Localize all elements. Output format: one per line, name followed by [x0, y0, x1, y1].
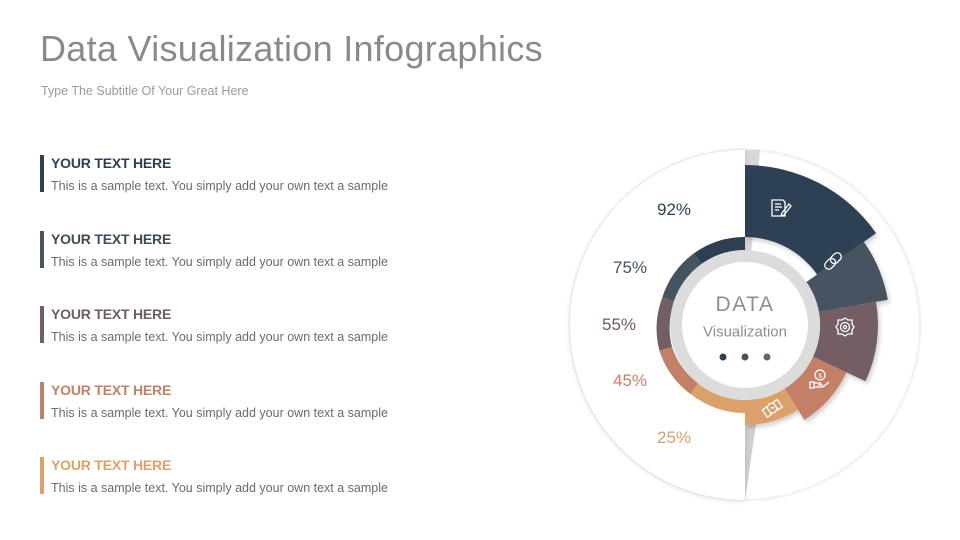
- accent-bar: [40, 306, 44, 343]
- right-segments: [745, 164, 888, 425]
- segment-4: [784, 356, 847, 420]
- top-shadow-wedge: [745, 150, 760, 325]
- ring-segment-5: [690, 383, 745, 413]
- item-heading: YOUR TEXT HERE: [51, 306, 172, 322]
- item-text: This is a sample text. You simply add yo…: [51, 179, 388, 193]
- list-item: YOUR TEXT HERE This is a sample text. Yo…: [40, 155, 440, 193]
- item-text: This is a sample text. You simply add yo…: [51, 405, 388, 420]
- inner-gray-ring: [670, 250, 820, 400]
- segment-3: [813, 301, 879, 382]
- accent-bar: [40, 230, 44, 268]
- list-item: YOUR TEXT HERE This is a sample text. Yo…: [40, 230, 440, 269]
- value-label-2: 75%: [612, 258, 648, 277]
- ring-segment-4: [659, 347, 699, 394]
- item-text: This is a sample text. You simply add yo…: [51, 481, 388, 495]
- list-item: YOUR TEXT HERE This is a sample text. Yo…: [40, 381, 440, 420]
- ring-segment-1: [694, 236, 745, 264]
- document-edit-icon: [771, 199, 792, 218]
- segment-1: [745, 164, 877, 275]
- accent-bar: [40, 457, 44, 494]
- center-title: DATA: [715, 293, 775, 316]
- outer-guide-circle: [568, 148, 922, 502]
- value-label-1: 92%: [656, 200, 692, 219]
- chain-link-icon: [824, 252, 842, 270]
- center-dot-2: [741, 353, 749, 361]
- gear-badge-icon: [835, 317, 855, 337]
- center-dot-1: [719, 353, 727, 361]
- list-item: YOUR TEXT HERE This is a sample text. Yo…: [40, 306, 440, 344]
- accent-bar: [40, 381, 44, 419]
- left-half-disc: [570, 150, 745, 500]
- value-label-4: 45%: [612, 371, 648, 390]
- bottom-shadow-wedge: [745, 325, 758, 500]
- ring-segment-2: [662, 253, 702, 302]
- accent-bar: [40, 155, 44, 192]
- value-label-3: 55%: [601, 315, 637, 334]
- item-heading: YOUR TEXT HERE: [51, 155, 172, 171]
- segment-2: [806, 241, 888, 312]
- item-heading: YOUR TEXT HERE: [51, 381, 172, 398]
- value-label-5: 25%: [656, 428, 692, 447]
- money-hand-icon-dollar: $: [818, 374, 822, 380]
- page-subtitle: Type The Subtitle Of Your Great Here: [41, 84, 249, 98]
- item-heading: YOUR TEXT HERE: [51, 457, 172, 473]
- page-title: Data Visualization Infographics: [40, 28, 543, 69]
- ring-segment-3: [656, 297, 675, 351]
- segment-5: [745, 388, 798, 425]
- item-text: This is a sample text. You simply add yo…: [51, 330, 388, 344]
- text-list: YOUR TEXT HERE This is a sample text. Yo…: [40, 155, 440, 533]
- center-disc: [682, 262, 808, 388]
- center-dot-3: [763, 353, 771, 361]
- center-subtitle: Visualization: [703, 323, 787, 341]
- money-hand-icon: [809, 369, 830, 389]
- item-heading: YOUR TEXT HERE: [51, 230, 172, 247]
- item-text: This is a sample text. You simply add yo…: [51, 254, 388, 269]
- handshake-icon: [761, 398, 784, 419]
- list-item: YOUR TEXT HERE This is a sample text. Yo…: [40, 457, 440, 495]
